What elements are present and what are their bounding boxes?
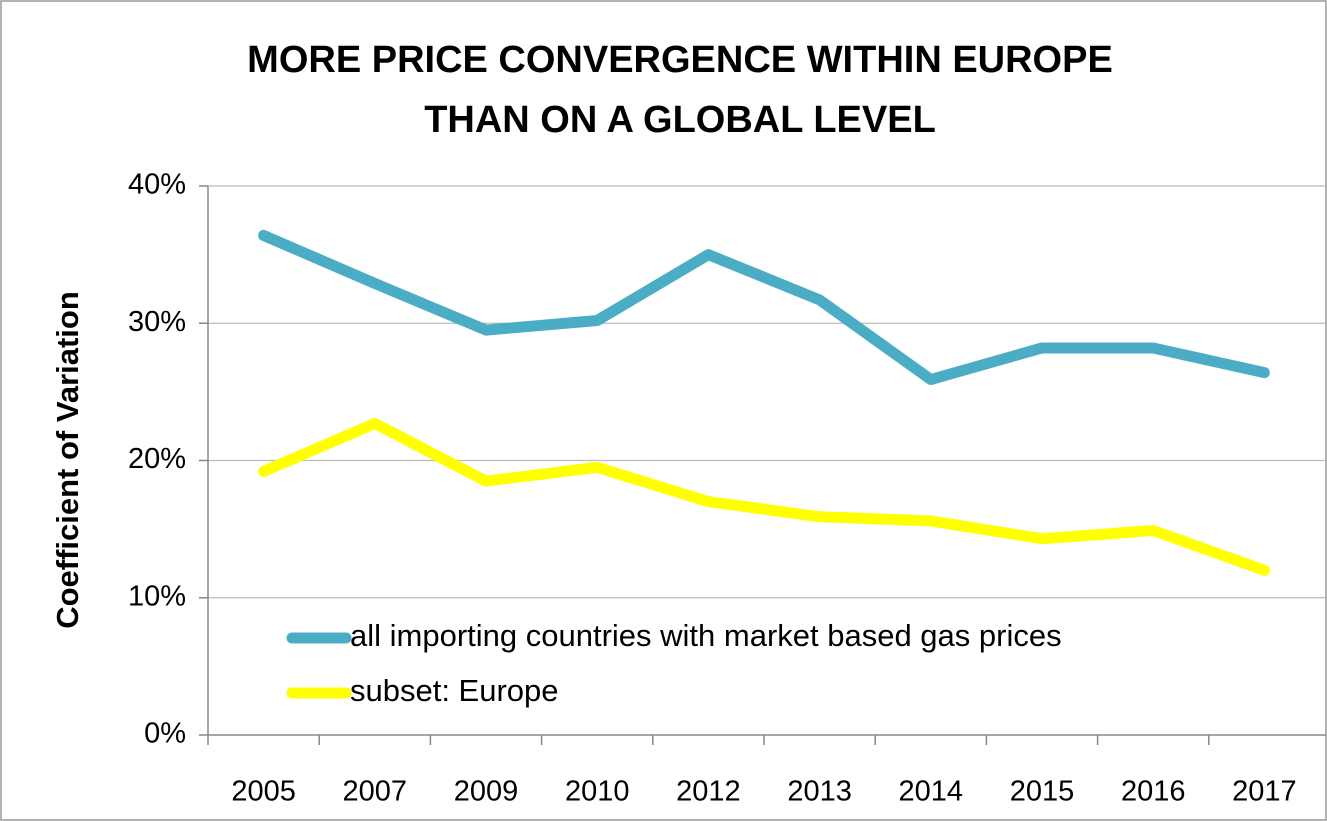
data-line xyxy=(258,417,1270,576)
x-tick-label: 2016 xyxy=(1121,776,1186,808)
y-tick-label: 40% xyxy=(128,169,186,201)
x-tick-label: 2014 xyxy=(899,776,964,808)
y-tick-label: 0% xyxy=(144,718,186,750)
x-tick-label: 2015 xyxy=(1010,776,1075,808)
y-tick-label: 20% xyxy=(128,443,186,475)
x-tick-label: 2012 xyxy=(676,776,741,808)
x-tick-label: 2005 xyxy=(231,776,296,808)
chart-title: MORE PRICE CONVERGENCE WITHIN EUROPE xyxy=(247,39,1113,81)
data-line xyxy=(258,229,1270,386)
x-tick-label: 2013 xyxy=(787,776,852,808)
x-tick-label: 2009 xyxy=(454,776,519,808)
legend-label: all importing countries with market base… xyxy=(350,618,1062,653)
x-tick-label: 2007 xyxy=(343,776,408,808)
legend-label: subset: Europe xyxy=(350,673,559,708)
y-axis-label: Coefficient of Variation xyxy=(50,291,85,629)
y-tick-label: 10% xyxy=(128,580,186,612)
x-tick-label: 2010 xyxy=(565,776,630,808)
y-tick-label: 30% xyxy=(128,306,186,338)
chart-title: THAN ON A GLOBAL LEVEL xyxy=(424,99,936,141)
x-tick-label: 2017 xyxy=(1232,776,1297,808)
